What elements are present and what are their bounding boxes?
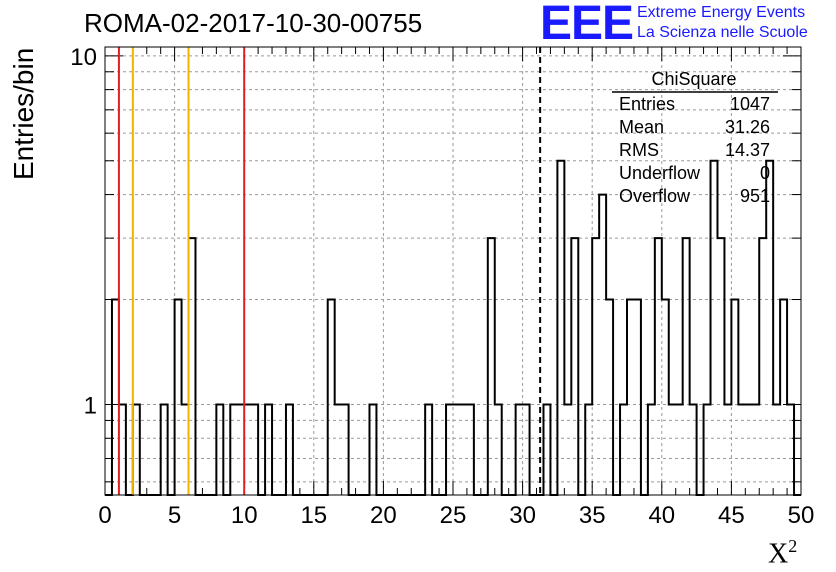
x-tick-label: 15	[300, 502, 327, 529]
stats-row-value: 0	[760, 163, 770, 183]
stats-row-label: Overflow	[619, 186, 691, 206]
logo-text-line2: La Scienza nelle Scuole	[637, 24, 808, 41]
stats-row-value: 14.37	[725, 140, 770, 160]
x-axis-label: X2	[768, 536, 797, 570]
stats-row-label: Entries	[619, 94, 675, 114]
x-axis-label-text: X	[768, 538, 789, 570]
x-tick-label: 45	[718, 502, 745, 529]
x-tick-label: 20	[370, 502, 397, 529]
x-axis-label-superscript: 2	[788, 536, 798, 556]
x-tick-label: 25	[440, 502, 467, 529]
stats-row-value: 1047	[730, 94, 770, 114]
stats-row-label: RMS	[619, 140, 659, 160]
y-tick-label: 1	[84, 392, 97, 419]
logo-text-line1: Extreme Energy Events	[637, 4, 806, 21]
x-tick-label: 5	[168, 502, 181, 529]
x-tick-label: 35	[579, 502, 606, 529]
x-tick-label: 0	[98, 502, 111, 529]
plot-frame	[104, 46, 802, 496]
x-tick-label: 10	[231, 502, 258, 529]
stats-row-value: 31.26	[725, 117, 770, 137]
stats-row-label: Underflow	[619, 163, 701, 183]
x-tick-label: 30	[509, 502, 536, 529]
page-title: ROMA-02-2017-10-30-00755	[84, 8, 423, 38]
y-tick-label: 10	[70, 44, 97, 71]
x-tick-label: 40	[648, 502, 675, 529]
stats-row-label: Mean	[619, 117, 664, 137]
logo-mark: EEE	[540, 0, 634, 50]
x-tick-label: 50	[788, 502, 815, 529]
stats-row-value: 951	[740, 186, 770, 206]
stats-box-title: ChiSquare	[651, 69, 736, 89]
